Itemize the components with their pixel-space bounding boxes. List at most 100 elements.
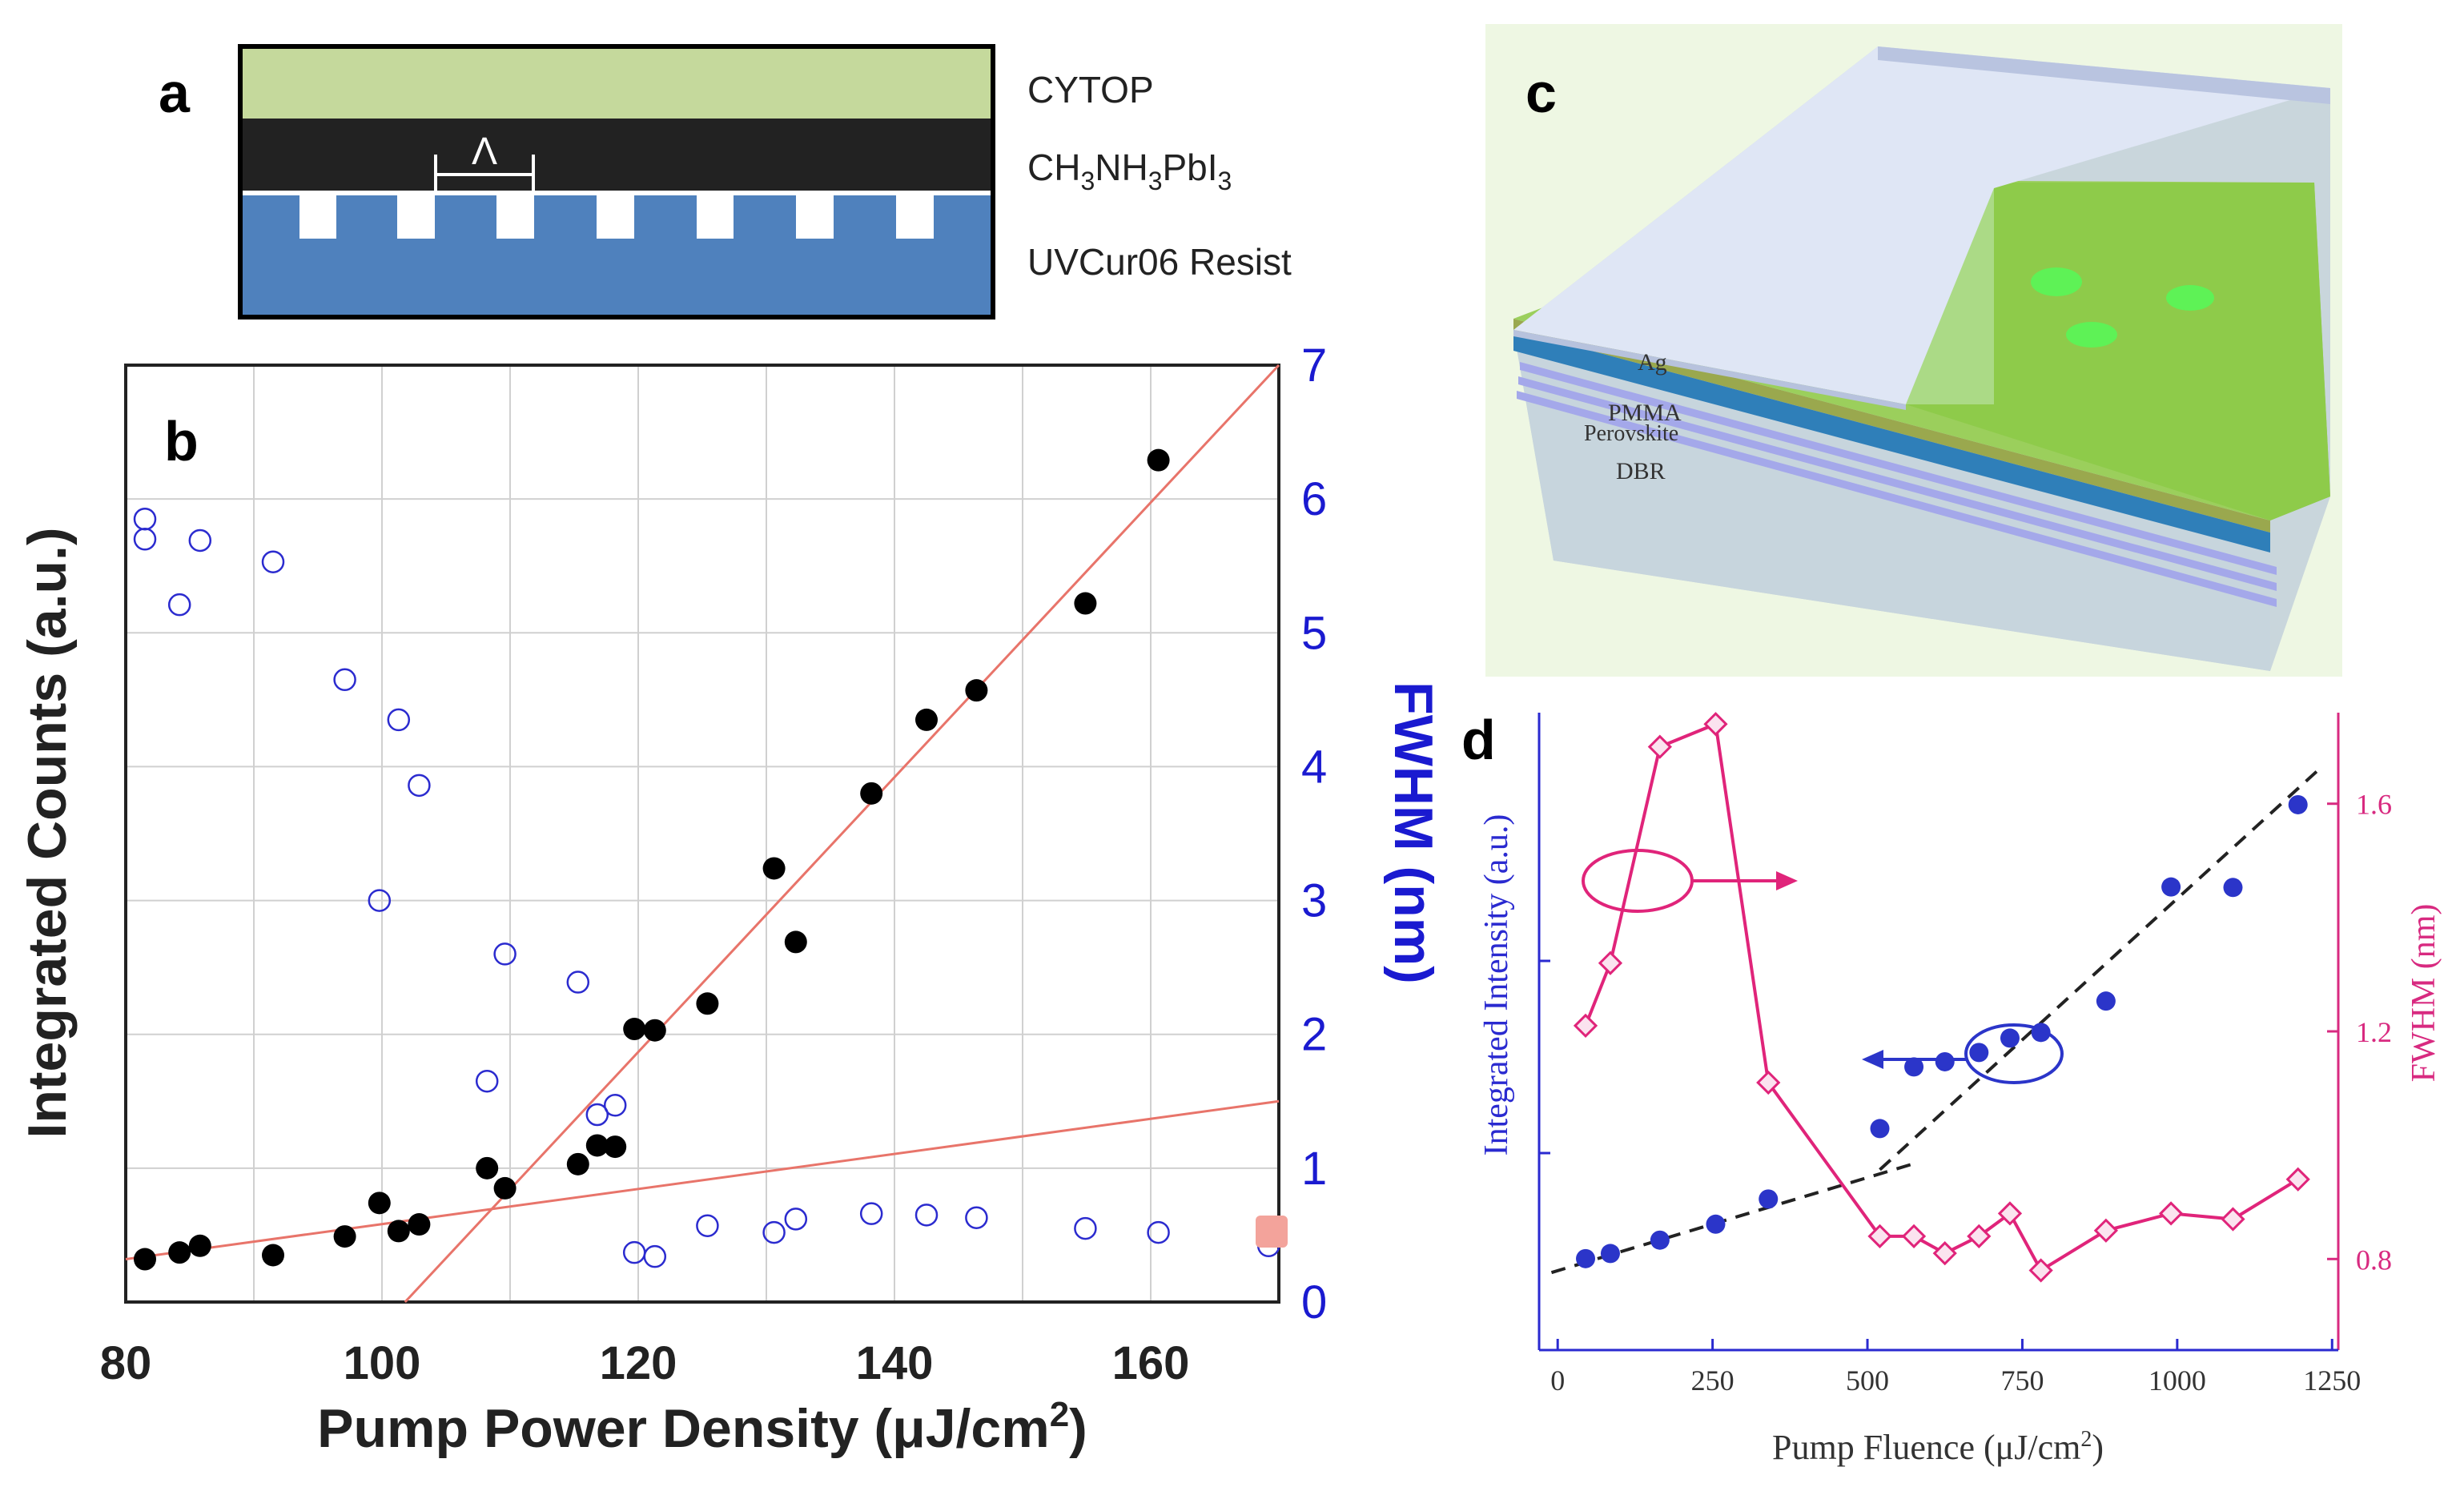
fit-lines — [1550, 767, 2321, 1275]
count-point — [784, 930, 807, 954]
intensity-point — [1706, 1214, 1726, 1234]
panel-label-b: b — [164, 410, 199, 472]
count-point — [643, 1019, 666, 1042]
fwhm-point — [1703, 712, 1728, 737]
count-point — [408, 1213, 431, 1236]
fwhm-point — [2158, 1201, 2184, 1226]
count-points — [134, 448, 1170, 1271]
fwhm-point — [1932, 1241, 1957, 1266]
fwhm-point — [762, 1220, 786, 1244]
y2-tick-label: 1.6 — [2356, 789, 2392, 821]
grid — [126, 364, 1279, 1303]
emission-spot — [2166, 285, 2214, 311]
y2-tick-label: 2 — [1301, 1009, 1327, 1061]
fwhm-point — [387, 708, 411, 732]
fwhm-point — [408, 774, 431, 798]
intensity-annotation — [1862, 1023, 2064, 1084]
fwhm-point — [1756, 1070, 1781, 1095]
x-tick-label: 750 — [2000, 1364, 2044, 1397]
y2-tick-label: 1.2 — [2356, 1016, 2392, 1048]
fwhm-point — [368, 889, 392, 912]
count-point — [493, 1176, 517, 1200]
y2-tick-label: 0 — [1301, 1276, 1327, 1328]
fit-line — [125, 1099, 1280, 1261]
panel-b: 80 100 120 140 160 0 1 2 3 4 5 6 7 b Pump Power Den… — [17, 340, 1444, 1459]
panel-label-a: a — [159, 62, 191, 124]
fwhm-point — [965, 1206, 988, 1229]
layer-perovskite — [240, 119, 993, 191]
count-point — [604, 1135, 627, 1159]
count-point — [860, 782, 883, 805]
dbr-stripe — [1518, 376, 2277, 591]
period-symbol: Λ — [472, 131, 497, 173]
count-point — [134, 1248, 156, 1271]
dbr-stripe — [1520, 362, 2277, 575]
y2-axis-label: FWHM (nm) — [1383, 681, 1444, 984]
emission-spot — [2066, 322, 2117, 348]
intensity-point — [1935, 1051, 1955, 1071]
y2-tick-label: 5 — [1301, 607, 1327, 659]
intensity-point — [1870, 1119, 1890, 1139]
fwhm-point — [1598, 950, 1623, 975]
x-tick-label: 1250 — [2303, 1364, 2361, 1397]
fit-line — [404, 364, 1280, 1304]
count-point — [762, 857, 786, 880]
fwhm-annotation — [1582, 849, 1798, 913]
layer-label-dbr: DBR — [1616, 458, 1666, 484]
y-axis-label: Integrated Counts (a.u.) — [17, 527, 78, 1138]
x-tick-label: 500 — [1846, 1364, 1889, 1397]
y2-axis-label: FWHM (nm) — [2406, 904, 2442, 1083]
fwhm-series — [1573, 712, 2310, 1283]
fwhm-point — [2028, 1258, 2053, 1283]
fwhm-point — [1074, 1216, 1097, 1240]
intensity-points — [1576, 794, 2308, 1268]
intensity-point — [1576, 1248, 1596, 1268]
intensity-point — [1759, 1189, 1779, 1209]
count-point — [188, 1234, 211, 1257]
fwhm-point — [1573, 1013, 1598, 1039]
fwhm-line — [1584, 721, 2299, 1273]
count-point — [696, 992, 719, 1015]
fwhm-point — [1647, 734, 1672, 759]
count-point — [1074, 592, 1097, 615]
panel-c: Ag PMMA Perovskite DBR c — [1485, 24, 2342, 677]
x-axis-label: Pump Power Density (μJ/cm2) — [317, 1395, 1087, 1459]
fwhm-point — [696, 1214, 719, 1237]
intensity-point — [2096, 991, 2116, 1011]
fwhm-point — [475, 1069, 499, 1093]
y2-tick-label: 4 — [1301, 741, 1327, 793]
y2-tick-label: 6 — [1301, 473, 1327, 525]
fit-line — [1550, 1163, 1911, 1275]
intensity-point — [2000, 1028, 2020, 1048]
x-tick-label: 140 — [856, 1337, 934, 1389]
fwhm-point — [2285, 1167, 2310, 1192]
fwhm-point — [188, 528, 212, 553]
y2-tick-label: 7 — [1301, 340, 1327, 392]
intensity-point — [2161, 877, 2181, 897]
x-tick-label: 0 — [1550, 1364, 1565, 1397]
fwhm-point — [167, 593, 191, 617]
x-tick-label: 120 — [600, 1337, 677, 1389]
count-point — [168, 1241, 191, 1264]
count-point — [368, 1192, 391, 1215]
ag-side — [1878, 46, 2330, 104]
x-tick-label: 80 — [100, 1337, 152, 1389]
layer-resist-grating — [240, 195, 993, 317]
y2-tick-label: 0.8 — [2356, 1244, 2392, 1276]
period-marker — [434, 155, 535, 192]
intensity-point — [2223, 878, 2243, 898]
fwhm-points — [133, 507, 1280, 1268]
x-tick-label: 100 — [344, 1337, 421, 1389]
count-point — [965, 679, 988, 702]
fwhm-point — [133, 507, 157, 531]
fwhm-point — [1147, 1220, 1170, 1244]
pmma-layer-front — [1513, 330, 2270, 553]
layer-label-perovskite: CH3NH3PbI3 — [1027, 147, 1232, 195]
fwhm-point — [859, 1202, 883, 1225]
intensity-point — [2288, 794, 2308, 814]
plot-frame — [124, 364, 1280, 1304]
panel-a-frame — [238, 44, 995, 320]
y-axis-label: Integrated Intensity (a.u.) — [1478, 814, 1515, 1156]
ag-edge — [1513, 330, 1906, 410]
